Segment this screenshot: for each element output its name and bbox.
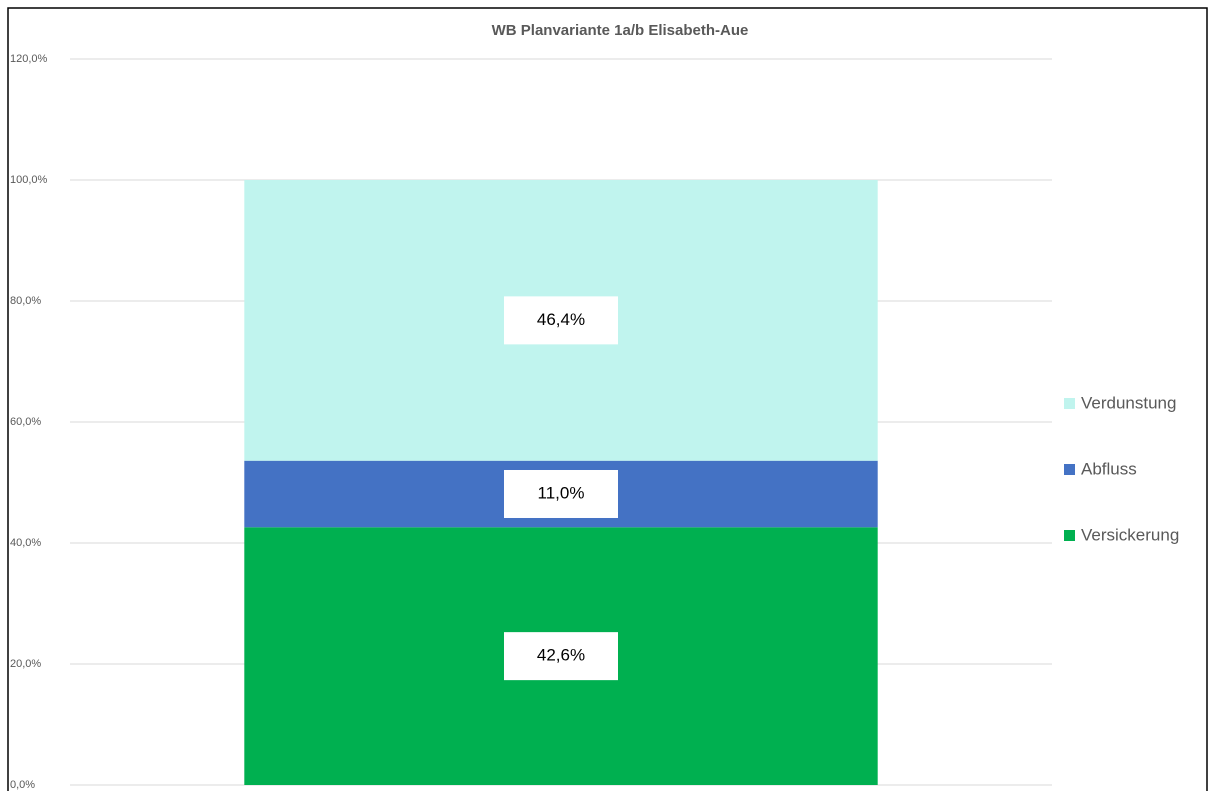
y-tick-label: 100,0% (10, 174, 48, 186)
value-label: 46,4% (537, 310, 585, 329)
y-tick-label: 40,0% (10, 537, 41, 549)
value-label-box (504, 469, 618, 518)
y-tick-label: 0,0% (10, 779, 35, 791)
legend-label: Versickerung (1081, 525, 1179, 544)
value-label: 11,0% (538, 483, 585, 502)
legend-swatch (1064, 530, 1075, 541)
y-tick-label: 20,0% (10, 658, 41, 670)
value-label-box (504, 296, 618, 345)
legend-label: Abfluss (1081, 459, 1137, 478)
chart-frame (7, 7, 1208, 791)
value-label: 42,6% (537, 646, 585, 665)
y-tick-label: 80,0% (10, 295, 41, 307)
y-tick-label: 60,0% (10, 416, 41, 428)
value-label-box (504, 632, 618, 681)
legend-label: Verdunstung (1081, 393, 1176, 412)
y-tick-label: 120,0% (10, 53, 48, 65)
legend-swatch (1064, 464, 1075, 475)
chart-title: WB Planvariante 1a/b Elisabeth-Aue (492, 22, 749, 39)
legend-swatch (1064, 398, 1075, 409)
